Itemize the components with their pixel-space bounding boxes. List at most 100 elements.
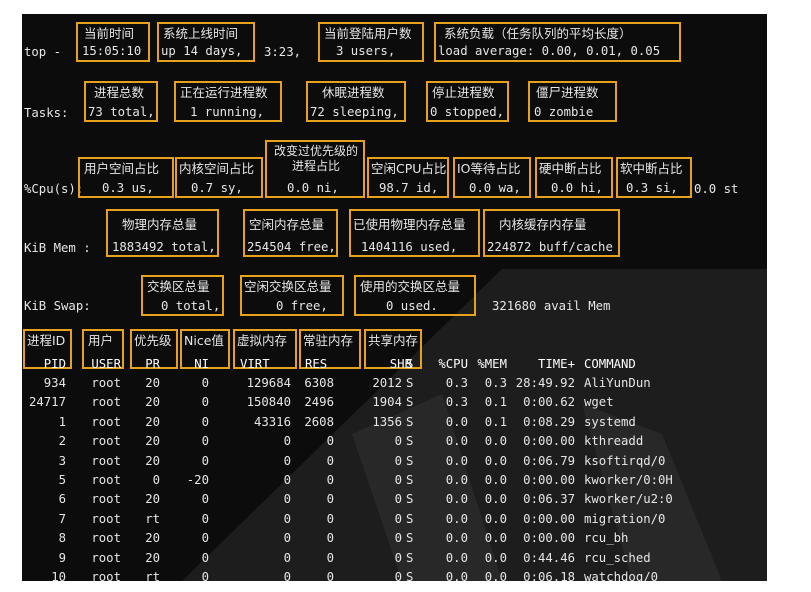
- cell-ni: 0: [201, 453, 209, 468]
- cell-cpu: 0.0: [445, 414, 468, 429]
- col-pr-annotation: 优先级: [134, 333, 172, 348]
- total-proc-annotation: 进程总数: [94, 85, 145, 100]
- cell-ni: 0: [201, 531, 209, 546]
- cell-ni: 0: [201, 550, 209, 565]
- terminal-window: top - 当前时间 15:05:10 系统上线时间 up 14 days, 3…: [22, 14, 767, 581]
- mem-used-annotation: 已使用物理内存总量: [353, 217, 466, 232]
- cell-virt: 0: [283, 492, 291, 507]
- cell-virt: 150840: [246, 395, 291, 410]
- cell-virt: 0: [283, 570, 291, 581]
- us-value: 0.3 us,: [102, 181, 154, 195]
- cell-cpu: 0.3: [445, 395, 468, 410]
- cell-command: wget: [584, 395, 614, 410]
- swap-total-box: 交换区总量 0 total,: [141, 275, 224, 316]
- col-ni-box: Nice值: [180, 329, 230, 369]
- si-box: 软中断占比 0.3 si,: [616, 157, 692, 198]
- cell-user: root: [91, 570, 121, 581]
- avail-mem-value: 321680 avail Mem: [492, 299, 611, 313]
- mem-buff-box: 内核缓存内存量 224872 buff/cache: [483, 209, 620, 257]
- stopped-proc-value: 0 stopped,: [430, 105, 505, 119]
- cell-command: ksoftirqd/0: [584, 453, 666, 468]
- cell-res: 2496: [304, 395, 334, 410]
- cell-pr: 20: [145, 492, 160, 507]
- cell-ni: 0: [201, 434, 209, 449]
- cell-mem: 0.1: [484, 414, 507, 429]
- cell-virt: 129684: [246, 376, 291, 390]
- col-res-box: 常驻内存: [299, 329, 361, 369]
- cell-time: 0:06.79: [523, 453, 575, 468]
- zombie-proc-value: 0 zombie: [534, 105, 594, 119]
- header-pid: PID: [43, 357, 66, 371]
- col-shr-annotation: 共享内存: [368, 333, 419, 348]
- cell-shr: 0: [394, 492, 402, 507]
- header-time: TIME+: [537, 357, 575, 371]
- cell-pr: 20: [145, 395, 160, 410]
- cell-cpu: 0.0: [445, 492, 468, 507]
- cell-mem: 0.3: [484, 376, 507, 390]
- col-user-box: 用户: [82, 329, 124, 369]
- cell-shr: 1356: [372, 414, 402, 429]
- cell-command: rcu_bh: [584, 531, 629, 546]
- zombie-proc-box: 僵尸进程数 0 zombie: [528, 81, 617, 122]
- current-time-value: 15:05:10: [82, 44, 142, 58]
- cell-pid: 9: [58, 550, 66, 565]
- cell-command: kthreadd: [584, 434, 644, 449]
- cell-shr: 1904: [372, 395, 402, 410]
- header-s: S: [406, 357, 414, 371]
- si-value: 0.3 si,: [626, 181, 678, 195]
- swap-free-annotation: 空闲交换区总量: [244, 279, 332, 294]
- total-proc-box: 进程总数 73 total,: [84, 81, 158, 122]
- cell-user: root: [91, 414, 121, 429]
- cell-user: root: [91, 453, 121, 468]
- cell-pr: rt: [145, 570, 160, 581]
- cell-state: S: [406, 531, 414, 546]
- cell-user: root: [91, 531, 121, 546]
- cell-cpu: 0.3: [445, 376, 468, 390]
- cell-mem: 0.0: [484, 434, 507, 449]
- cell-virt: 0: [283, 511, 291, 526]
- hi-annotation: 硬中断占比: [539, 161, 602, 176]
- col-shr-box: 共享内存: [364, 329, 422, 369]
- cell-command: watchdog/0: [584, 570, 659, 581]
- cell-user: root: [91, 492, 121, 507]
- stopped-proc-box: 停止进程数 0 stopped,: [426, 81, 509, 122]
- users-annotation: 当前登陆用户数: [324, 26, 412, 41]
- cell-time: 0:06.18: [523, 570, 575, 581]
- cell-shr: 2012: [372, 376, 402, 390]
- cell-state: S: [406, 473, 414, 487]
- cell-pid: 2: [58, 434, 66, 449]
- running-proc-box: 正在运行进程数 1 running,: [174, 81, 282, 122]
- cell-ni: 0: [201, 376, 209, 390]
- cell-pr: 20: [145, 531, 160, 546]
- cell-mem: 0.0: [484, 511, 507, 526]
- col-res-annotation: 常驻内存: [303, 333, 354, 348]
- swap-free-value: 0 free,: [276, 299, 328, 313]
- cell-pr: 0: [152, 473, 160, 487]
- cell-state: S: [406, 376, 414, 390]
- cell-state: S: [406, 453, 414, 468]
- mem-free-annotation: 空闲内存总量: [249, 217, 325, 232]
- cell-user: root: [91, 511, 121, 526]
- running-proc-annotation: 正在运行进程数: [180, 85, 268, 100]
- cell-pr: 20: [145, 453, 160, 468]
- cell-pr: 20: [145, 414, 160, 429]
- cell-shr: 0: [394, 531, 402, 546]
- cell-pid: 7: [58, 511, 66, 526]
- load-average-value: load average: 0.00, 0.01, 0.05: [438, 44, 661, 58]
- cell-time: 28:49.92: [515, 376, 575, 390]
- cell-virt: 43316: [253, 414, 291, 429]
- cell-command: migration/0: [584, 511, 666, 526]
- cell-time: 0:08.29: [523, 414, 575, 429]
- header-user: USER: [91, 357, 121, 371]
- wa-annotation: IO等待占比: [457, 161, 521, 176]
- cell-res: 0: [326, 473, 334, 487]
- cell-cpu: 0.0: [445, 453, 468, 468]
- load-annotation: 系统负载（任务队列的平均长度）: [444, 26, 632, 41]
- id-box: 空闲CPU占比 98.7 id,: [367, 157, 449, 198]
- cell-mem: 0.0: [484, 570, 507, 581]
- cell-time: 0:06.37: [523, 492, 575, 507]
- cell-time: 0:00.00: [523, 434, 575, 449]
- cell-time: 0:00.00: [523, 473, 575, 487]
- mem-buff-annotation: 内核缓存内存量: [499, 217, 587, 232]
- cell-mem: 0.0: [484, 531, 507, 546]
